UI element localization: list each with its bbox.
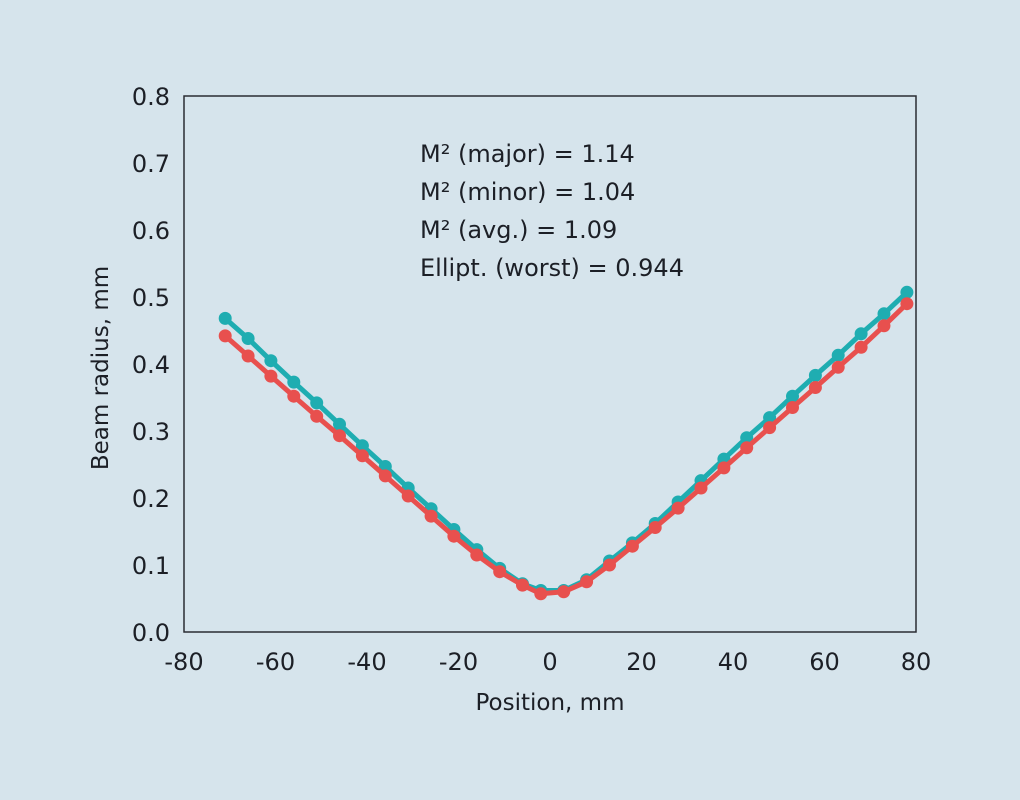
series-1-point — [241, 349, 255, 363]
y-tick-label: 0.5 — [132, 284, 170, 312]
y-tick-label: 0.7 — [132, 150, 170, 178]
series-0-point — [877, 307, 891, 321]
series-1-point — [717, 461, 731, 475]
series-1-point — [763, 421, 777, 435]
series-1-point — [378, 469, 392, 483]
x-tick-label: -60 — [256, 648, 295, 676]
series-1-point — [470, 548, 484, 562]
annotation-line: M² (minor) = 1.04 — [420, 178, 635, 206]
series-1-point — [264, 369, 278, 383]
series-1-point — [447, 529, 461, 543]
x-tick-label: 0 — [542, 648, 557, 676]
series-1-point — [534, 587, 548, 601]
series-1-point — [671, 501, 685, 515]
annotation-line: M² (major) = 1.14 — [420, 140, 635, 168]
annotation-line: Ellipt. (worst) = 0.944 — [420, 254, 684, 282]
y-tick-label: 0.8 — [132, 83, 170, 111]
series-0-point — [763, 411, 777, 425]
y-tick-label: 0.4 — [132, 351, 170, 379]
y-tick-label: 0.6 — [132, 217, 170, 245]
series-0-point — [355, 439, 369, 453]
plot-frame — [183, 95, 917, 633]
x-tick-label: -40 — [347, 648, 386, 676]
y-tick-label: 0.0 — [132, 619, 170, 647]
series-1-point — [740, 441, 754, 455]
series-1-point — [625, 539, 639, 553]
series-1-point — [355, 449, 369, 463]
series-layer — [218, 285, 914, 601]
series-1-point — [218, 329, 232, 343]
y-axis-title: Beam radius, mm — [88, 266, 114, 470]
series-1-point — [854, 340, 868, 354]
series-1-point — [694, 481, 708, 495]
x-tick-label: 80 — [901, 648, 932, 676]
series-1-point — [333, 429, 346, 443]
series-1-point — [580, 575, 594, 589]
series-1-point — [786, 401, 799, 414]
x-tick-label: 60 — [809, 648, 840, 676]
series-0-point — [264, 354, 278, 368]
series-1-point — [808, 381, 822, 394]
series-1-point — [557, 585, 571, 599]
y-tick-label: 0.2 — [132, 485, 170, 513]
x-tick-label: 40 — [718, 648, 749, 676]
series-0-point — [310, 396, 324, 410]
annotation-line: M² (avg.) = 1.09 — [420, 216, 617, 244]
series-0-point — [854, 327, 868, 341]
series-0-point — [900, 285, 914, 299]
series-1-point — [310, 409, 324, 423]
series-1-point — [287, 389, 301, 403]
series-0-line — [222, 289, 910, 593]
series-1-point — [424, 509, 438, 523]
series-1-line — [222, 301, 910, 597]
series-1-point — [493, 565, 507, 579]
series-0-point — [287, 375, 301, 389]
y-tick-label: 0.1 — [132, 552, 170, 580]
m2-annotations: M² (major) = 1.14 M² (minor) = 1.04 M² (av… — [420, 140, 684, 282]
x-axis-ticks: -80 -60 -40 -20 0 20 40 60 80 — [164, 648, 931, 676]
series-1-point — [648, 521, 662, 534]
series-0-point — [808, 368, 822, 382]
x-axis-title: Position, mm — [476, 690, 625, 716]
series-0-point — [786, 389, 799, 403]
series-0-point — [241, 332, 255, 345]
series-0-point — [333, 417, 346, 431]
series-0-point — [740, 431, 754, 445]
series-1-point — [900, 297, 914, 311]
series-1-point — [877, 319, 891, 333]
y-axis-ticks: 0.0 0.1 0.2 0.3 0.4 0.5 0.6 0.7 0.8 — [132, 83, 170, 647]
series-0-point — [218, 311, 232, 325]
x-tick-label: 20 — [626, 648, 657, 676]
x-tick-label: -80 — [164, 648, 203, 676]
series-1-point — [516, 578, 529, 592]
series-1-point — [831, 360, 845, 374]
series-0-point — [831, 348, 845, 362]
x-tick-label: -20 — [439, 648, 478, 676]
y-tick-label: 0.3 — [132, 418, 170, 446]
series-1-point — [401, 489, 415, 503]
series-1-point — [603, 558, 616, 572]
